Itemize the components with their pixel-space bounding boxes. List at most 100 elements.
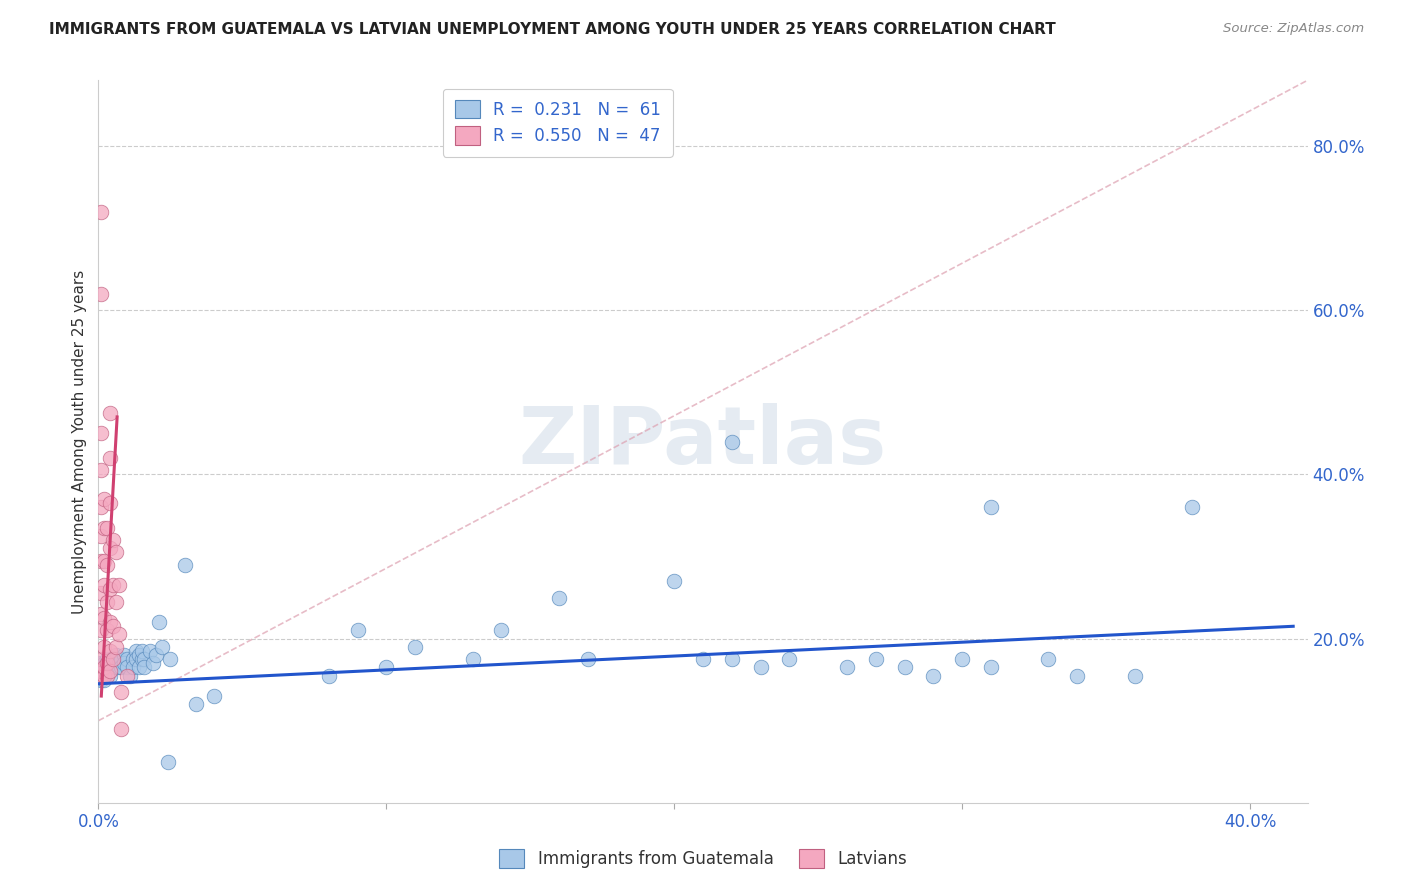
Point	[576, 652, 599, 666]
Point	[122, 652, 145, 666]
Point	[96, 665, 118, 679]
Point	[96, 657, 118, 671]
Point	[104, 660, 127, 674]
Point	[101, 619, 124, 633]
Point	[90, 529, 112, 543]
Point	[461, 652, 484, 666]
Point	[107, 657, 129, 671]
Point	[98, 615, 121, 630]
Point	[115, 652, 138, 666]
Text: Source: ZipAtlas.com: Source: ZipAtlas.com	[1223, 22, 1364, 36]
Point	[692, 652, 714, 666]
Point	[664, 574, 686, 588]
Point	[90, 668, 112, 682]
Point	[98, 652, 121, 666]
Point	[404, 640, 426, 654]
Point	[115, 668, 138, 682]
Point	[93, 673, 115, 687]
Point	[139, 644, 162, 658]
Point	[145, 648, 167, 662]
Point	[120, 668, 142, 682]
Point	[90, 665, 112, 679]
Point	[720, 652, 742, 666]
Point	[93, 668, 115, 682]
Point	[156, 755, 179, 769]
Point	[90, 624, 112, 638]
Point	[98, 668, 121, 682]
Point	[134, 652, 156, 666]
Point	[107, 660, 129, 674]
Point	[93, 640, 115, 654]
Point	[96, 652, 118, 666]
Text: IMMIGRANTS FROM GUATEMALA VS LATVIAN UNEMPLOYMENT AMONG YOUTH UNDER 25 YEARS COR: IMMIGRANTS FROM GUATEMALA VS LATVIAN UNE…	[49, 22, 1056, 37]
Point	[1181, 500, 1204, 515]
Point	[125, 652, 148, 666]
Point	[93, 665, 115, 679]
Point	[93, 611, 115, 625]
Point	[101, 533, 124, 547]
Point	[122, 660, 145, 674]
Point	[93, 578, 115, 592]
Point	[173, 558, 195, 572]
Point	[98, 450, 121, 465]
Point	[186, 698, 208, 712]
Point	[778, 652, 800, 666]
Point	[104, 594, 127, 608]
Point	[90, 668, 112, 682]
Point	[90, 553, 112, 567]
Point	[90, 586, 112, 600]
Point	[90, 463, 112, 477]
Legend: Immigrants from Guatemala, Latvians: Immigrants from Guatemala, Latvians	[492, 843, 914, 875]
Point	[101, 660, 124, 674]
Point	[980, 660, 1002, 674]
Point	[131, 652, 153, 666]
Point	[96, 668, 118, 682]
Point	[90, 500, 112, 515]
Point	[93, 665, 115, 679]
Point	[893, 660, 915, 674]
Point	[110, 660, 132, 674]
Point	[90, 286, 112, 301]
Point	[98, 665, 121, 679]
Point	[90, 426, 112, 441]
Point	[110, 722, 132, 736]
Point	[125, 644, 148, 658]
Point	[93, 491, 115, 506]
Point	[98, 644, 121, 658]
Point	[101, 578, 124, 592]
Point	[318, 668, 340, 682]
Point	[93, 553, 115, 567]
Point	[96, 521, 118, 535]
Point	[104, 652, 127, 666]
Point	[720, 434, 742, 449]
Point	[104, 648, 127, 662]
Point	[90, 204, 112, 219]
Point	[104, 640, 127, 654]
Point	[110, 685, 132, 699]
Point	[115, 660, 138, 674]
Point	[107, 627, 129, 641]
Point	[375, 660, 398, 674]
Point	[98, 541, 121, 556]
Point	[90, 607, 112, 621]
Point	[835, 660, 858, 674]
Point	[134, 660, 156, 674]
Point	[98, 496, 121, 510]
Point	[749, 660, 772, 674]
Point	[1066, 668, 1088, 682]
Point	[110, 652, 132, 666]
Point	[980, 500, 1002, 515]
Point	[98, 660, 121, 674]
Point	[98, 406, 121, 420]
Point	[96, 594, 118, 608]
Point	[112, 648, 135, 662]
Point	[112, 657, 135, 671]
Point	[202, 689, 225, 703]
Point	[346, 624, 368, 638]
Text: ZIPatlas: ZIPatlas	[519, 402, 887, 481]
Point	[1038, 652, 1060, 666]
Point	[90, 657, 112, 671]
Point	[142, 657, 165, 671]
Point	[104, 545, 127, 559]
Point	[93, 660, 115, 674]
